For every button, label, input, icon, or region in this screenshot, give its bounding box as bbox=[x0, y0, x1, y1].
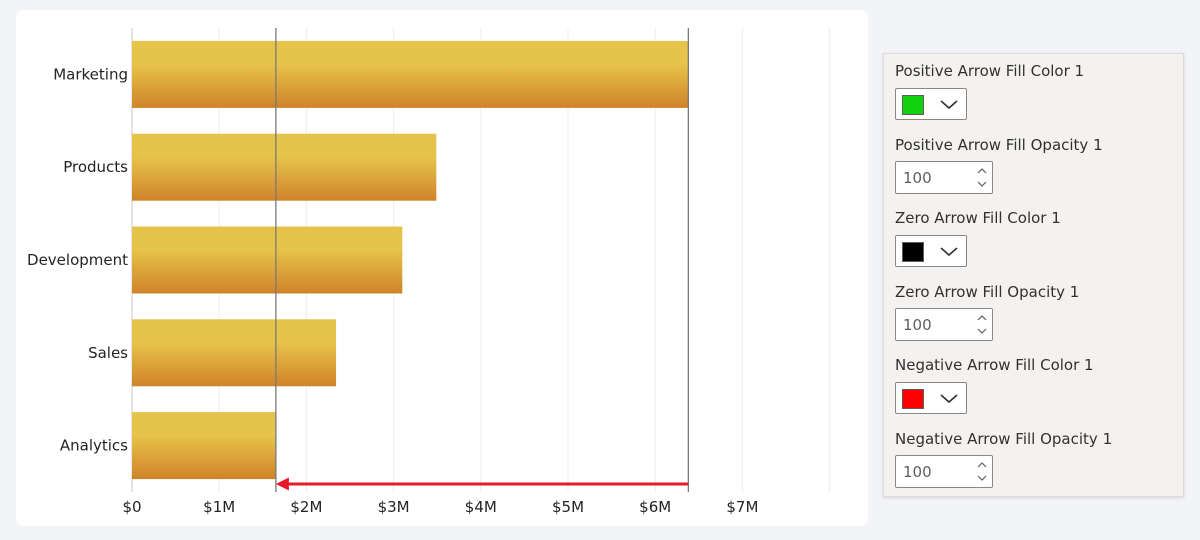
tick-label: $4M bbox=[465, 498, 497, 516]
chart-card: Marketing Products Development Sales Analyti… bbox=[16, 10, 868, 526]
bar bbox=[132, 226, 403, 294]
chevron-down-icon bbox=[940, 100, 958, 110]
positive-color-picker[interactable] bbox=[895, 88, 967, 120]
positive-opacity-label: Positive Arrow Fill Opacity 1 bbox=[895, 136, 1103, 154]
bar-chart: Marketing Products Development Sales Analyti… bbox=[27, 28, 831, 516]
zero-opacity-value: 100 bbox=[903, 316, 932, 334]
tick-label: $2M bbox=[290, 498, 322, 516]
category-label: Analytics bbox=[60, 437, 128, 455]
category-label: Products bbox=[63, 158, 128, 176]
tick-label: $1M bbox=[203, 498, 235, 516]
bar bbox=[132, 319, 337, 387]
tick-label: $0 bbox=[122, 498, 141, 516]
zero-color-picker[interactable] bbox=[895, 235, 967, 267]
spinner-icon[interactable] bbox=[975, 165, 989, 190]
positive-opacity-value: 100 bbox=[903, 169, 932, 187]
spinner-icon[interactable] bbox=[975, 459, 989, 484]
category-label: Development bbox=[27, 251, 128, 269]
positive-color-swatch bbox=[902, 95, 924, 115]
chevron-down-icon bbox=[940, 394, 958, 404]
negative-opacity-value: 100 bbox=[903, 463, 932, 481]
negative-color-picker[interactable] bbox=[895, 382, 967, 414]
zero-opacity-input[interactable]: 100 bbox=[895, 308, 993, 341]
chevron-down-icon bbox=[940, 247, 958, 257]
positive-color-label: Positive Arrow Fill Color 1 bbox=[895, 62, 1085, 80]
zero-color-label: Zero Arrow Fill Color 1 bbox=[895, 209, 1061, 227]
tick-label: $5M bbox=[552, 498, 584, 516]
positive-opacity-input[interactable]: 100 bbox=[895, 161, 993, 194]
category-label: Marketing bbox=[53, 65, 128, 83]
format-panel: Positive Arrow Fill Color 1 Positive Arr… bbox=[883, 53, 1184, 497]
category-label: Sales bbox=[88, 344, 128, 362]
tick-label: $7M bbox=[726, 498, 758, 516]
bar bbox=[132, 133, 437, 201]
change-arrow-head bbox=[275, 477, 289, 491]
negative-opacity-label: Negative Arrow Fill Opacity 1 bbox=[895, 430, 1113, 448]
negative-color-swatch bbox=[902, 389, 924, 409]
tick-label: $3M bbox=[378, 498, 410, 516]
negative-color-label: Negative Arrow Fill Color 1 bbox=[895, 356, 1094, 374]
zero-color-swatch bbox=[902, 242, 924, 262]
bar bbox=[132, 412, 276, 480]
spinner-icon[interactable] bbox=[975, 312, 989, 337]
negative-opacity-input[interactable]: 100 bbox=[895, 455, 993, 488]
bar bbox=[132, 40, 689, 108]
tick-label: $6M bbox=[639, 498, 671, 516]
zero-opacity-label: Zero Arrow Fill Opacity 1 bbox=[895, 283, 1080, 301]
